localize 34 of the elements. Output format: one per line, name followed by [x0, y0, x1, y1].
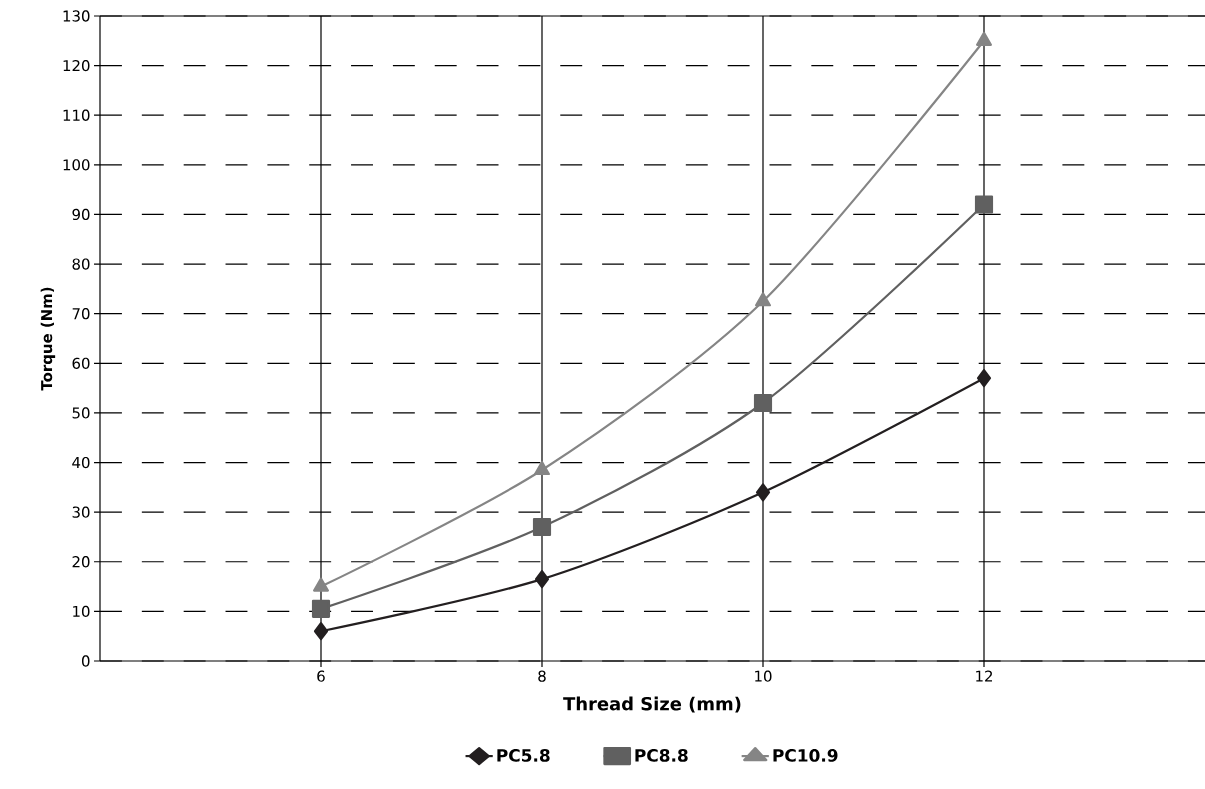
legend-label: PC8.8 [635, 749, 688, 762]
point [976, 369, 992, 388]
y-tick-label: 130 [63, 10, 90, 22]
x-tick-label: 12 [976, 670, 993, 682]
point [755, 483, 771, 502]
y-tick-label: 80 [72, 258, 90, 270]
x-tick-label: 6 [317, 670, 325, 682]
point [974, 195, 994, 214]
x-tick-label: 10 [755, 670, 772, 682]
y-axis-title: Torque (Nm) [40, 287, 56, 391]
y-tick-label: 10 [73, 605, 90, 618]
y-tick-label: 110 [63, 109, 90, 121]
legend-label: PC5.8 [497, 749, 550, 762]
point [534, 460, 550, 476]
y-tick-label: 20 [72, 556, 90, 568]
point [755, 292, 771, 307]
legend-label: PC10.9 [773, 749, 838, 762]
point [976, 31, 992, 46]
y-tick-label: 40 [72, 456, 90, 469]
point [311, 599, 331, 618]
x-tick-label: 8 [538, 670, 546, 682]
y-tick-label: 100 [63, 159, 90, 171]
y-tick-label: 0 [81, 655, 90, 667]
point [313, 622, 329, 641]
y-tick-label: 60 [72, 357, 90, 369]
y-tick-label: 50 [72, 407, 90, 419]
point [753, 393, 773, 413]
y-tick-label: 90 [72, 208, 90, 221]
y-tick-label: 70 [72, 308, 90, 320]
x-axis-title: Thread Size (mm) [563, 696, 741, 713]
point [534, 570, 550, 589]
y-tick-label: 120 [63, 59, 90, 72]
point [532, 517, 552, 537]
y-tick-label: 30 [72, 506, 90, 518]
